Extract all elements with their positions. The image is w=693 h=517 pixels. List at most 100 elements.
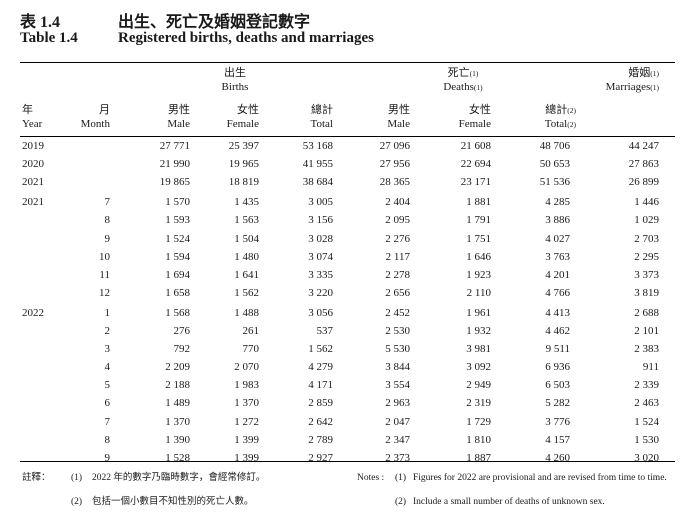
deaths-female-cell: 2 949 bbox=[466, 379, 491, 392]
births-total-cell: 4 279 bbox=[308, 361, 333, 374]
deaths-group-zh: 死亡(1) bbox=[447, 67, 479, 79]
year-cell: 2020 bbox=[22, 158, 44, 171]
births-female-header-zh: 女性 bbox=[237, 104, 259, 116]
deaths-male-cell: 2 278 bbox=[385, 268, 410, 281]
marriages-cell: 2 339 bbox=[634, 379, 659, 392]
deaths-male-cell: 2 963 bbox=[385, 397, 410, 410]
births-male-cell: 276 bbox=[173, 325, 191, 337]
table-number-en: Table 1.4 bbox=[20, 30, 78, 46]
deaths-female-cell: 22 694 bbox=[460, 158, 491, 171]
births-total-cell: 1 562 bbox=[308, 343, 333, 356]
deaths-total-cell: 3 763 bbox=[545, 250, 570, 263]
marriages-cell: 2 463 bbox=[634, 397, 659, 410]
births-male-cell: 1 568 bbox=[165, 306, 190, 319]
births-male-header-zh: 男性 bbox=[168, 104, 190, 116]
deaths-total-cell: 3 886 bbox=[545, 214, 570, 227]
notes-label-en: Notes : bbox=[357, 473, 385, 483]
deaths-female-cell: 2 319 bbox=[466, 397, 491, 410]
births-female-header-en: Female bbox=[226, 118, 259, 130]
deaths-total-cell: 3 776 bbox=[545, 415, 570, 428]
deaths-male-cell: 3 554 bbox=[385, 379, 410, 392]
month-cell: 10 bbox=[99, 250, 110, 263]
births-total-cell: 3 074 bbox=[308, 250, 333, 263]
deaths-male-cell: 2 347 bbox=[385, 433, 410, 446]
deaths-total-cell: 4 157 bbox=[545, 433, 570, 446]
marriages-cell: 2 295 bbox=[634, 250, 659, 263]
marriages-group-zh: 婚姻(1) bbox=[628, 67, 659, 79]
births-total-cell: 2 642 bbox=[308, 415, 333, 428]
births-total-cell: 38 684 bbox=[302, 176, 333, 189]
deaths-male-header-en: Male bbox=[387, 118, 410, 130]
deaths-total-header-zh: 總計(2) bbox=[545, 104, 576, 116]
deaths-total-cell: 4 413 bbox=[545, 306, 570, 319]
deaths-male-cell: 2 373 bbox=[385, 451, 410, 464]
deaths-total-cell: 4 285 bbox=[545, 196, 570, 209]
births-total-cell: 53 168 bbox=[302, 140, 333, 152]
births-female-cell: 1 563 bbox=[234, 214, 259, 227]
deaths-male-cell: 2 095 bbox=[385, 214, 410, 227]
births-female-cell: 770 bbox=[242, 343, 260, 356]
month-cell: 11 bbox=[99, 268, 110, 281]
births-male-cell: 1 594 bbox=[165, 250, 190, 263]
births-total-cell: 41 955 bbox=[302, 158, 333, 171]
births-total-cell: 3 220 bbox=[308, 286, 333, 299]
births-total-cell: 3 056 bbox=[308, 306, 333, 319]
month-cell: 1 bbox=[104, 306, 111, 319]
births-female-cell: 1 480 bbox=[234, 250, 259, 263]
note-2-text-en: Include a small number of deaths of unkn… bbox=[413, 497, 605, 507]
births-male-header-en: Male bbox=[167, 118, 190, 130]
births-male-cell: 2 188 bbox=[165, 379, 190, 392]
deaths-total-cell: 4 766 bbox=[545, 286, 570, 299]
marriages-cell: 3 020 bbox=[634, 451, 659, 464]
month-cell: 7 bbox=[104, 196, 111, 209]
deaths-male-cell: 28 365 bbox=[379, 176, 410, 189]
deaths-female-cell: 3 981 bbox=[466, 343, 491, 356]
deaths-total-cell: 6 936 bbox=[545, 361, 570, 374]
marriages-cell: 1 524 bbox=[634, 415, 659, 428]
deaths-total-cell: 6 503 bbox=[545, 379, 570, 392]
marriages-cell: 2 688 bbox=[634, 306, 659, 319]
births-male-cell: 1 370 bbox=[165, 415, 190, 428]
deaths-male-cell: 2 530 bbox=[385, 325, 410, 337]
marriages-cell: 26 899 bbox=[628, 176, 659, 189]
deaths-female-cell: 2 110 bbox=[466, 286, 491, 299]
births-male-cell: 1 489 bbox=[165, 397, 190, 410]
deaths-male-cell: 27 956 bbox=[379, 158, 410, 171]
deaths-female-cell: 1 881 bbox=[466, 196, 491, 209]
births-female-cell: 18 819 bbox=[228, 176, 259, 189]
table-top-rule bbox=[20, 62, 675, 63]
births-female-cell: 1 488 bbox=[234, 306, 259, 319]
births-male-cell: 27 771 bbox=[159, 140, 190, 152]
note-2-number-zh: (2) bbox=[71, 497, 83, 507]
table-title-text-en: Registered births, deaths and marriages bbox=[118, 30, 374, 46]
births-total-cell: 3 005 bbox=[308, 196, 333, 209]
deaths-female-cell: 1 810 bbox=[466, 433, 491, 446]
deaths-female-cell: 1 646 bbox=[466, 250, 491, 263]
deaths-total-cell: 4 201 bbox=[545, 268, 570, 281]
month-cell: 2 bbox=[104, 325, 111, 337]
deaths-female-cell: 1 791 bbox=[466, 214, 491, 227]
marriages-cell: 911 bbox=[642, 361, 659, 374]
deaths-male-header-zh: 男性 bbox=[388, 104, 410, 116]
month-header-en: Month bbox=[80, 118, 110, 130]
deaths-female-cell: 1 751 bbox=[466, 232, 491, 245]
deaths-total-cell: 9 511 bbox=[545, 343, 570, 356]
marriages-cell: 27 863 bbox=[628, 158, 659, 171]
table-header-rule bbox=[20, 136, 675, 137]
births-total-cell: 2 859 bbox=[308, 397, 333, 410]
deaths-total-cell: 50 653 bbox=[539, 158, 570, 171]
deaths-total-header-en: Total(2) bbox=[544, 118, 576, 130]
births-total-cell: 4 171 bbox=[308, 379, 333, 392]
births-male-cell: 1 593 bbox=[165, 214, 190, 227]
deaths-male-cell: 5 530 bbox=[385, 343, 410, 356]
table-title-zh: 表 1.4 出生、死亡及婚姻登記數字 bbox=[20, 8, 310, 32]
note-1-number-zh: (1) bbox=[71, 473, 83, 483]
births-female-cell: 1 504 bbox=[234, 232, 259, 245]
year-header-en: Year bbox=[22, 118, 43, 130]
table-title-en: Table 1.4 Registered births, deaths and m… bbox=[20, 30, 374, 47]
deaths-female-cell: 1 961 bbox=[466, 306, 491, 319]
births-male-cell: 19 865 bbox=[159, 176, 190, 189]
births-male-cell: 1 528 bbox=[165, 451, 190, 464]
marriages-cell: 1 029 bbox=[634, 214, 659, 227]
births-male-cell: 1 658 bbox=[165, 286, 190, 299]
